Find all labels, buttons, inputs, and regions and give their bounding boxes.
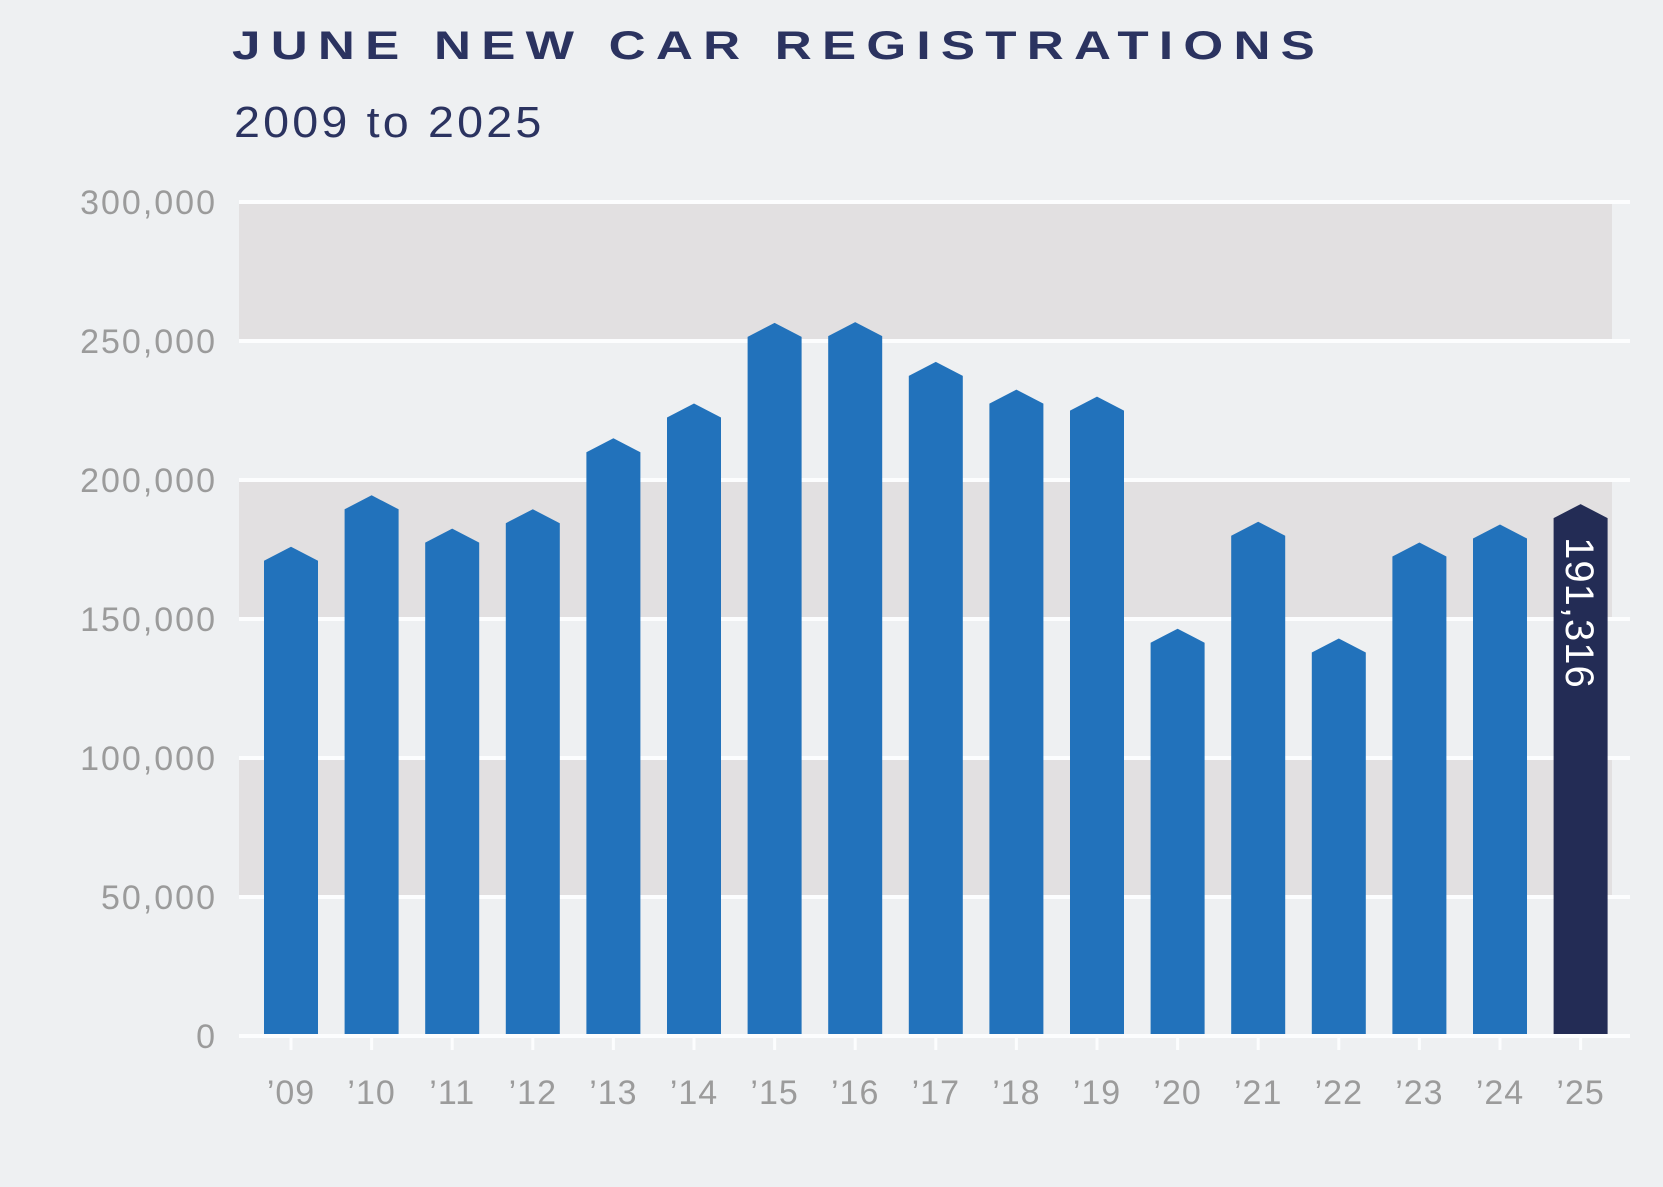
x-tick-label-2012: ’12: [509, 1074, 557, 1112]
x-tick-label-2023: ’23: [1395, 1074, 1443, 1112]
chart-title: JUNE NEW CAR REGISTRATIONS: [232, 24, 1326, 68]
y-tick-label-100,000: 100,000: [80, 740, 217, 778]
bar-2012: [505, 509, 560, 1036]
gridline-300,000: [239, 200, 1630, 204]
bar-2014: [667, 403, 721, 1036]
x-tick-2016: [853, 1038, 857, 1050]
x-tick-2011: [450, 1038, 454, 1050]
bar-2009: [264, 546, 318, 1036]
bar-2011: [425, 528, 480, 1036]
x-tick-label-2024: ’24: [1476, 1074, 1524, 1112]
bar-2017: [908, 361, 963, 1036]
x-tick-2018: [1014, 1038, 1018, 1050]
y-tick-label-150,000: 150,000: [80, 601, 217, 639]
bar-2016: [828, 322, 883, 1037]
x-tick-label-2016: ’16: [831, 1074, 879, 1112]
x-tick-label-2014: ’14: [670, 1074, 718, 1112]
bar-2022: [1311, 638, 1366, 1036]
bar-2023: [1392, 542, 1447, 1036]
bar-2021: [1231, 521, 1286, 1036]
bar-2013: [586, 438, 641, 1036]
y-tick-label-200,000: 200,000: [80, 462, 217, 500]
bar-2010: [344, 495, 399, 1036]
bar-value-label-2025: 191,316: [1557, 537, 1601, 689]
x-tick-2020: [1176, 1038, 1180, 1050]
x-tick-label-2017: ’17: [912, 1074, 960, 1112]
y-tick-label-250,000: 250,000: [80, 323, 217, 361]
x-tick-label-2013: ’13: [589, 1074, 637, 1112]
y-tick-label-50,000: 50,000: [101, 879, 217, 917]
x-tick-label-2011: ’11: [429, 1074, 475, 1112]
x-tick-2023: [1417, 1038, 1421, 1050]
x-axis-line: [239, 1034, 1630, 1038]
x-tick-label-2018: ’18: [992, 1074, 1040, 1112]
x-tick-2014: [692, 1038, 696, 1050]
x-tick-label-2010: ’10: [347, 1074, 395, 1112]
x-tick-label-2019: ’19: [1073, 1074, 1121, 1112]
x-tick-label-2025: ’25: [1556, 1074, 1604, 1112]
x-tick-2022: [1337, 1038, 1341, 1050]
x-tick-label-2015: ’15: [750, 1074, 798, 1112]
x-tick-label-2020: ’20: [1153, 1074, 1201, 1112]
bar-2025: [1553, 504, 1608, 1037]
x-tick-2025: [1579, 1038, 1583, 1050]
x-tick-2012: [531, 1038, 535, 1050]
gridline-250,000: [239, 339, 1630, 343]
y-tick-label-0: 0: [196, 1018, 217, 1056]
chart-subtitle: 2009 to 2025: [234, 98, 545, 147]
x-tick-label-2009: ’09: [267, 1074, 315, 1112]
x-tick-2021: [1256, 1038, 1260, 1050]
x-tick-label-2022: ’22: [1315, 1074, 1363, 1112]
x-tick-2010: [370, 1038, 374, 1050]
x-tick-2009: [289, 1038, 293, 1050]
x-tick-label-2021: ’21: [1234, 1074, 1282, 1112]
x-tick-2013: [611, 1038, 615, 1050]
x-tick-2017: [934, 1038, 938, 1050]
y-tick-label-300,000: 300,000: [80, 184, 217, 222]
bar-2024: [1473, 524, 1527, 1036]
bar-2015: [747, 322, 802, 1036]
bar-2020: [1150, 628, 1205, 1036]
x-tick-2024: [1498, 1038, 1502, 1050]
bar-2019: [1070, 396, 1124, 1037]
x-tick-2019: [1095, 1038, 1099, 1050]
grid-band-300,000: [239, 204, 1612, 339]
bar-2018: [989, 389, 1044, 1037]
x-tick-2015: [773, 1038, 777, 1050]
